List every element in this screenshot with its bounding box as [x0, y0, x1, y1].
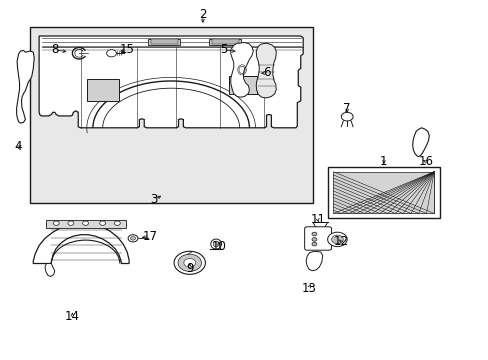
Circle shape — [183, 258, 195, 267]
Text: 4: 4 — [15, 140, 22, 153]
Circle shape — [311, 232, 316, 236]
Bar — [333, 172, 433, 213]
FancyBboxPatch shape — [304, 227, 331, 250]
Text: 7: 7 — [343, 102, 350, 114]
Bar — [211, 39, 238, 44]
Text: 13: 13 — [301, 282, 316, 294]
Circle shape — [53, 221, 59, 225]
Text: 16: 16 — [418, 156, 433, 168]
Circle shape — [130, 237, 135, 240]
Bar — [209, 39, 241, 45]
Circle shape — [106, 50, 116, 57]
Text: 5: 5 — [220, 43, 227, 56]
Ellipse shape — [210, 239, 221, 249]
Circle shape — [327, 232, 346, 247]
Circle shape — [114, 221, 120, 225]
Bar — [228, 76, 257, 94]
Circle shape — [68, 221, 74, 225]
Circle shape — [331, 235, 343, 244]
Text: 15: 15 — [120, 43, 134, 56]
Polygon shape — [305, 251, 322, 271]
Polygon shape — [45, 264, 55, 276]
Text: 17: 17 — [143, 230, 158, 243]
Bar — [148, 39, 180, 45]
Ellipse shape — [213, 241, 219, 247]
Circle shape — [82, 221, 88, 225]
Text: 14: 14 — [65, 310, 80, 323]
Circle shape — [100, 221, 105, 225]
Polygon shape — [39, 36, 303, 128]
Circle shape — [178, 254, 201, 271]
Text: 12: 12 — [333, 235, 348, 248]
Polygon shape — [412, 128, 428, 157]
Circle shape — [311, 238, 316, 241]
Polygon shape — [256, 43, 276, 98]
Text: 1: 1 — [379, 155, 387, 168]
Polygon shape — [33, 224, 129, 264]
Text: 8: 8 — [51, 43, 59, 56]
Polygon shape — [17, 50, 34, 123]
Text: 11: 11 — [310, 213, 325, 226]
Polygon shape — [230, 42, 253, 97]
Bar — [87, 79, 119, 101]
Text: 9: 9 — [185, 262, 193, 275]
Text: 6: 6 — [262, 66, 270, 79]
Circle shape — [341, 112, 352, 121]
Bar — [46, 220, 125, 228]
Text: 2: 2 — [199, 8, 206, 21]
Bar — [30, 27, 312, 203]
Text: 10: 10 — [211, 240, 226, 253]
Text: 3: 3 — [150, 193, 158, 206]
Circle shape — [174, 251, 205, 274]
Circle shape — [128, 235, 138, 242]
Circle shape — [311, 242, 316, 246]
Bar — [150, 39, 177, 44]
Bar — [327, 167, 439, 218]
